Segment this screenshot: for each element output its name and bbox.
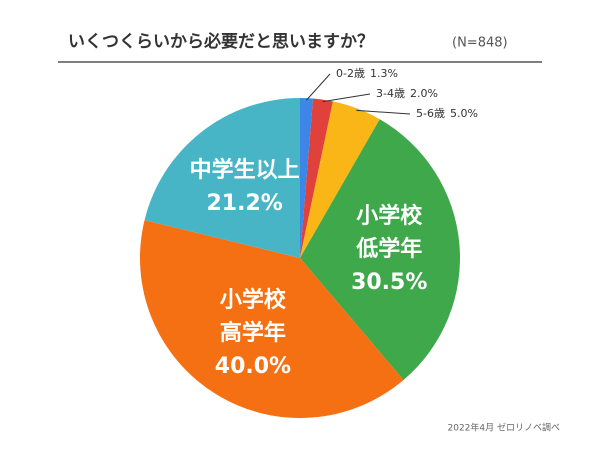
pie-slice — [300, 101, 380, 258]
category-label: 0-2歳 — [336, 67, 365, 80]
value-label: 1.3% — [370, 67, 398, 80]
category-line: 低学年 — [355, 236, 422, 262]
chart-subtitle: (N=848) — [452, 36, 508, 51]
source-note: 2022年4月 ゼロリノベ調べ — [448, 422, 561, 434]
slice-label: 3-4歳 2.0% — [376, 87, 438, 100]
pie-slice — [300, 98, 333, 259]
slice-label: 0-2歳 1.3% — [336, 67, 398, 80]
category-line: 中学生以上 — [190, 157, 300, 183]
pie-slice — [300, 119, 461, 380]
category-label: 小学校低学年 — [355, 203, 423, 262]
value-label: 21.2% — [206, 191, 282, 216]
leader-line — [322, 93, 371, 103]
category-label: 中学生以上 — [190, 157, 300, 183]
category-label: 5-6歳 — [416, 107, 445, 120]
chart-title: いくつくらいから必要だと思いますか？ — [68, 31, 374, 52]
pie-slice — [144, 98, 300, 258]
slice-label: 5-6歳 5.0% — [416, 107, 478, 120]
category-label: 3-4歳 — [376, 87, 405, 100]
leader-line — [356, 109, 411, 115]
leader-line — [306, 73, 331, 101]
pie-slice — [139, 220, 404, 419]
category-label: 小学校高学年 — [220, 287, 287, 346]
category-line: 小学校 — [220, 287, 287, 313]
value-label: 2.0% — [410, 87, 438, 100]
value-label: 40.0% — [215, 354, 291, 379]
category-line: 高学年 — [220, 320, 286, 346]
value-label: 30.5% — [351, 270, 427, 295]
category-line: 小学校 — [356, 203, 423, 229]
value-label: 5.0% — [450, 107, 478, 120]
pie-slice — [300, 98, 314, 258]
